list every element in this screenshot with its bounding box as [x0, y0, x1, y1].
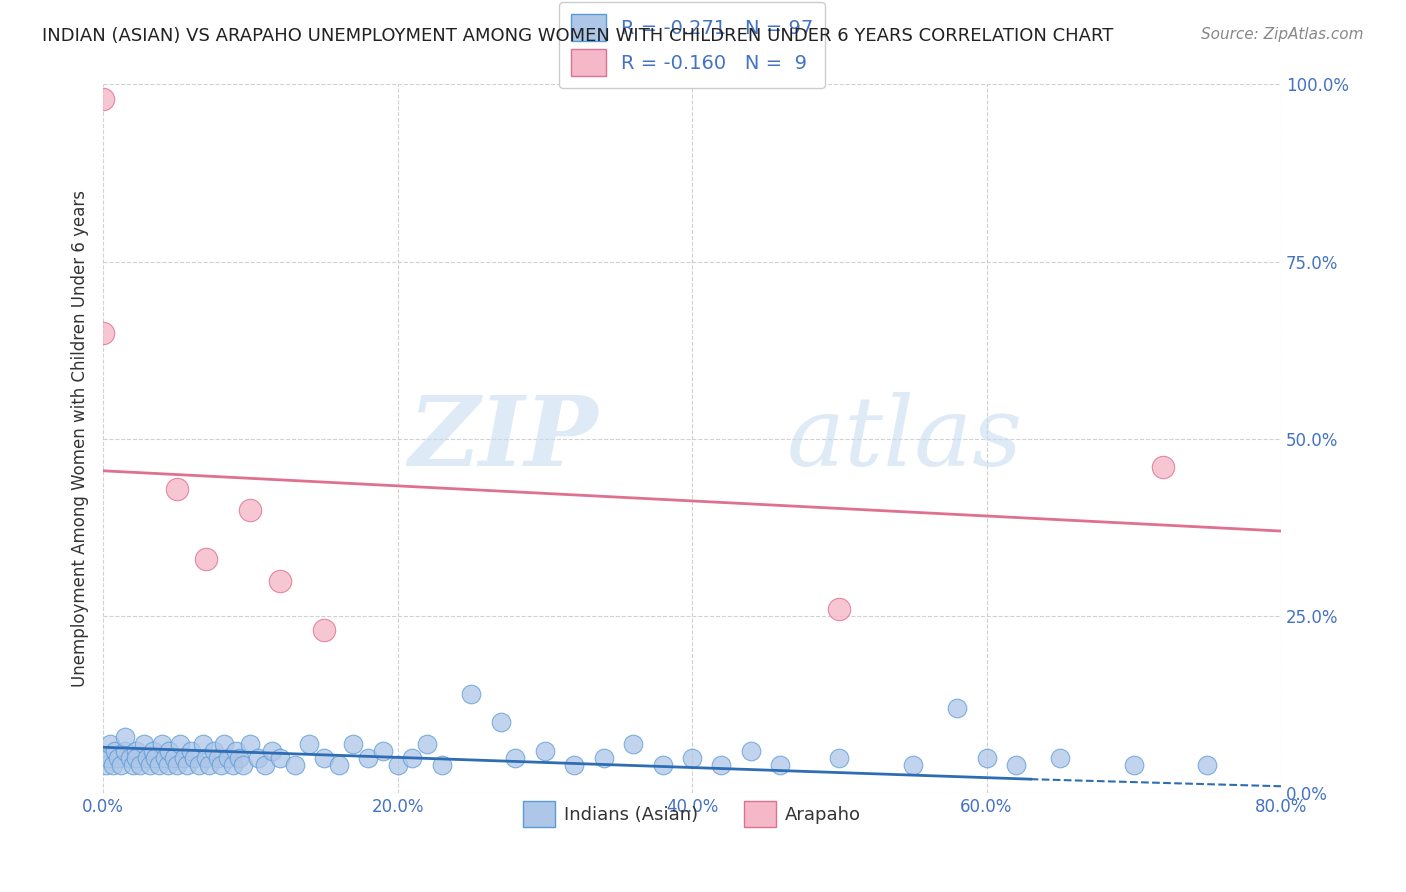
- Point: [416, 737, 439, 751]
- Point: [328, 758, 350, 772]
- Point: [269, 574, 291, 588]
- Point: [195, 552, 218, 566]
- Point: [342, 737, 364, 751]
- Point: [592, 751, 614, 765]
- Y-axis label: Unemployment Among Women with Children Under 6 years: Unemployment Among Women with Children U…: [72, 190, 89, 688]
- Point: [828, 602, 851, 616]
- Point: [387, 758, 409, 772]
- Point: [212, 737, 235, 751]
- Point: [228, 751, 250, 765]
- Text: atlas: atlas: [786, 392, 1022, 486]
- Point: [1122, 758, 1144, 772]
- Point: [107, 751, 129, 765]
- Point: [681, 751, 703, 765]
- Point: [1152, 460, 1174, 475]
- Point: [121, 758, 143, 772]
- Point: [129, 758, 152, 772]
- Point: [533, 744, 555, 758]
- Point: [134, 737, 156, 751]
- Point: [118, 751, 141, 765]
- Point: [505, 751, 527, 765]
- Point: [110, 758, 132, 772]
- Point: [176, 758, 198, 772]
- Point: [769, 758, 792, 772]
- Legend: Indians (Asian), Arapaho: Indians (Asian), Arapaho: [516, 794, 869, 834]
- Point: [169, 737, 191, 751]
- Point: [1049, 751, 1071, 765]
- Point: [198, 758, 221, 772]
- Point: [239, 737, 262, 751]
- Point: [828, 751, 851, 765]
- Point: [740, 744, 762, 758]
- Point: [357, 751, 380, 765]
- Point: [139, 758, 162, 772]
- Point: [401, 751, 423, 765]
- Point: [124, 751, 146, 765]
- Point: [94, 758, 117, 772]
- Point: [187, 758, 209, 772]
- Point: [142, 744, 165, 758]
- Point: [1005, 758, 1028, 772]
- Point: [183, 751, 205, 765]
- Point: [91, 751, 114, 765]
- Point: [114, 730, 136, 744]
- Point: [100, 737, 122, 751]
- Text: Source: ZipAtlas.com: Source: ZipAtlas.com: [1201, 27, 1364, 42]
- Point: [209, 758, 232, 772]
- Point: [901, 758, 924, 772]
- Point: [166, 482, 188, 496]
- Point: [163, 751, 186, 765]
- Point: [98, 751, 121, 765]
- Point: [269, 751, 291, 765]
- Point: [91, 92, 114, 106]
- Point: [173, 751, 195, 765]
- Point: [150, 737, 173, 751]
- Point: [460, 687, 482, 701]
- Point: [371, 744, 394, 758]
- Point: [225, 744, 247, 758]
- Point: [114, 744, 136, 758]
- Point: [195, 751, 218, 765]
- Point: [221, 758, 243, 772]
- Point: [193, 737, 215, 751]
- Point: [946, 701, 969, 715]
- Point: [148, 758, 170, 772]
- Point: [153, 751, 176, 765]
- Point: [1197, 758, 1219, 772]
- Point: [180, 744, 202, 758]
- Point: [103, 758, 125, 772]
- Point: [143, 751, 166, 765]
- Point: [232, 758, 254, 772]
- Point: [430, 758, 453, 772]
- Point: [156, 758, 179, 772]
- Point: [562, 758, 585, 772]
- Point: [207, 751, 229, 765]
- Point: [489, 715, 512, 730]
- Point: [124, 744, 146, 758]
- Point: [254, 758, 277, 772]
- Point: [298, 737, 321, 751]
- Point: [262, 744, 284, 758]
- Point: [239, 503, 262, 517]
- Point: [312, 751, 335, 765]
- Point: [136, 751, 159, 765]
- Point: [976, 751, 998, 765]
- Point: [710, 758, 733, 772]
- Point: [246, 751, 269, 765]
- Point: [283, 758, 305, 772]
- Text: INDIAN (ASIAN) VS ARAPAHO UNEMPLOYMENT AMONG WOMEN WITH CHILDREN UNDER 6 YEARS C: INDIAN (ASIAN) VS ARAPAHO UNEMPLOYMENT A…: [42, 27, 1114, 45]
- Point: [651, 758, 673, 772]
- Point: [202, 744, 225, 758]
- Point: [312, 624, 335, 638]
- Point: [621, 737, 644, 751]
- Point: [166, 758, 188, 772]
- Point: [157, 744, 180, 758]
- Point: [104, 744, 127, 758]
- Point: [91, 326, 114, 340]
- Text: ZIP: ZIP: [408, 392, 598, 486]
- Point: [217, 751, 239, 765]
